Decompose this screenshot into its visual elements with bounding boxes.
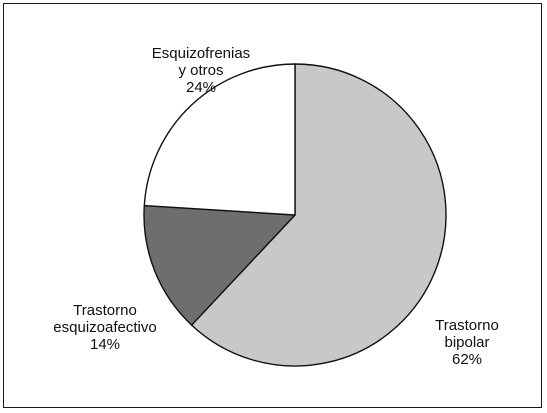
pie-slice-esquizofrenias <box>143 63 296 216</box>
slice-label-esquizoafectivo-line-1: Trastorno <box>73 302 137 319</box>
slice-percent-esquizoafectivo: 14% <box>89 336 121 353</box>
pie-slice-bipolar <box>190 63 447 367</box>
slice-label-esquizofrenias: Esquizofrenias y otros 24% <box>96 45 306 96</box>
pie-slice-esquizoafectivo <box>143 204 296 326</box>
slice-label-bipolar: Trastorno bipolar 62% <box>417 317 517 368</box>
slice-percent-bipolar: 62% <box>451 351 483 368</box>
slice-label-bipolar-line-1: Trastorno <box>435 317 499 334</box>
slice-label-esquizofrenias-line-2: y otros <box>178 62 224 79</box>
slice-label-esquizofrenias-line-1: Esquizofrenias <box>151 45 251 62</box>
slice-label-bipolar-line-2: bipolar <box>444 334 490 351</box>
slice-percent-esquizofrenias: 24% <box>185 79 217 96</box>
slice-label-esquizoafectivo-line-2: esquizoafectivo <box>53 319 157 336</box>
slice-label-esquizoafectivo: Trastorno esquizoafectivo 14% <box>30 302 180 353</box>
